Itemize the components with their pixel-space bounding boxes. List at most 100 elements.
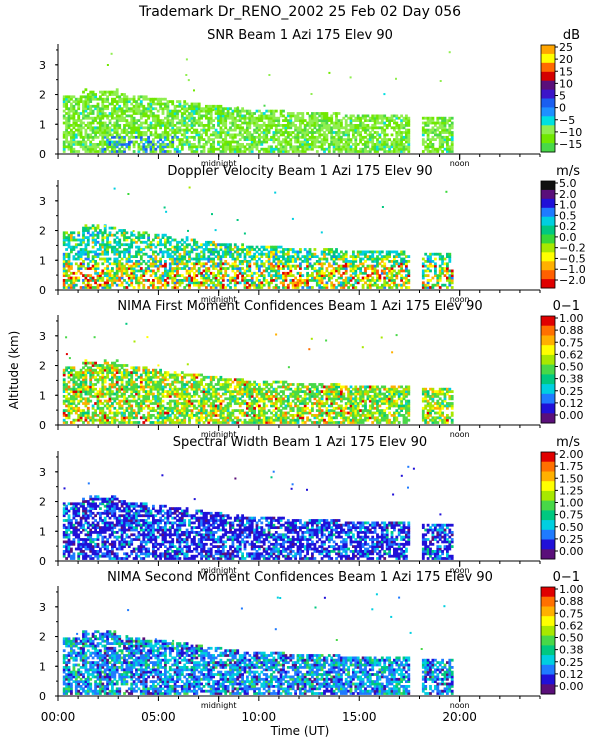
heatmap-cell	[272, 250, 276, 254]
heatmap-cell	[193, 145, 196, 149]
heatmap-cell	[127, 416, 131, 420]
heatmap-cell	[166, 133, 170, 137]
heatmap-cell	[352, 133, 355, 137]
heatmap-cell	[438, 252, 442, 256]
heatmap-cell	[303, 150, 307, 153]
heatmap-cell	[161, 97, 165, 101]
heatmap-cell	[390, 150, 394, 153]
heatmap-cell	[144, 126, 148, 130]
heatmap-cell	[103, 380, 107, 384]
heatmap-cell	[178, 283, 182, 287]
heatmap-cell	[188, 252, 191, 256]
heatmap-cell	[111, 373, 114, 377]
heatmap-cell	[89, 279, 93, 282]
heatmap-cell	[108, 286, 112, 289]
heatmap-cell	[376, 150, 379, 153]
heatmap-cell	[294, 126, 297, 130]
heatmap-cell	[154, 236, 158, 239]
heatmap-cell	[79, 250, 83, 254]
heatmap-cell	[361, 279, 365, 282]
heatmap-cell	[171, 250, 175, 254]
heatmap-cell	[91, 135, 95, 139]
heatmap-cell	[368, 126, 372, 130]
heatmap-cell	[327, 276, 331, 280]
heatmap-cell	[67, 100, 71, 103]
heatmap-cell	[205, 109, 208, 113]
heatmap-cell	[164, 126, 167, 130]
heatmap-cell	[106, 107, 109, 111]
heatmap-cell	[344, 119, 348, 122]
heatmap-cell	[226, 147, 230, 151]
heatmap-cell	[137, 286, 141, 289]
heatmap-cell	[443, 274, 447, 277]
heatmap-cell	[79, 383, 83, 386]
y-tick-label: 3	[39, 59, 46, 72]
heatmap-cell	[113, 104, 117, 108]
heatmap-cell	[183, 128, 187, 132]
heatmap-cell	[103, 286, 107, 289]
heatmap-cell	[448, 260, 452, 263]
heatmap-cell	[168, 124, 172, 127]
heatmap-cell	[171, 281, 175, 285]
heatmap-cell	[94, 119, 97, 122]
heatmap-cell	[149, 240, 153, 244]
heatmap-cell	[335, 140, 338, 144]
heatmap-cell	[347, 145, 350, 149]
heatmap-cell	[111, 133, 114, 137]
heatmap-cell	[149, 145, 153, 149]
heatmap-cell	[166, 248, 170, 251]
heatmap-cell	[166, 138, 170, 141]
heatmap-cell	[103, 133, 107, 137]
heatmap-cell	[224, 140, 228, 144]
heatmap-cell	[217, 264, 220, 268]
heatmap-cell	[320, 264, 324, 268]
heatmap-cell	[144, 231, 148, 235]
heatmap-cell	[424, 274, 428, 277]
heatmap-cell	[229, 250, 232, 254]
heatmap-cell	[77, 124, 81, 127]
heatmap-cell	[168, 248, 172, 251]
heatmap-cell	[152, 133, 155, 137]
colorbar-swatch	[541, 116, 555, 126]
heatmap-cell	[301, 150, 305, 153]
heatmap-cell	[238, 138, 242, 141]
heatmap-cell	[127, 107, 131, 111]
heatmap-cell	[111, 248, 114, 251]
heatmap-cell	[284, 138, 288, 141]
heatmap-cell	[154, 368, 158, 372]
heatmap-cell	[79, 418, 83, 422]
heatmap-cell	[200, 124, 203, 127]
heatmap-cell	[82, 140, 85, 144]
heatmap-cell	[441, 121, 444, 125]
heatmap-cell	[344, 257, 348, 261]
heatmap-cell	[373, 143, 377, 146]
heatmap-cell	[99, 279, 102, 282]
heatmap-cell	[390, 281, 394, 285]
heatmap-cell	[99, 390, 102, 393]
heatmap-cell	[99, 406, 102, 410]
heatmap-cell	[156, 121, 160, 125]
heatmap-cell	[91, 264, 95, 268]
heatmap-cell	[270, 264, 273, 268]
heatmap-cell	[344, 255, 348, 258]
heatmap-cell	[393, 281, 396, 285]
heatmap-cell	[231, 121, 235, 125]
heatmap-cell	[94, 252, 97, 256]
heatmap-cell	[241, 276, 244, 280]
heatmap-cell	[137, 233, 141, 237]
heatmap-cell	[438, 271, 442, 275]
heatmap-cell	[282, 119, 285, 122]
heatmap-cell	[72, 107, 76, 111]
heatmap-cell	[183, 121, 187, 125]
heatmap-cell	[441, 140, 444, 144]
heatmap-cell	[103, 283, 107, 287]
heatmap-cell	[438, 135, 442, 139]
heatmap-cell	[84, 390, 88, 393]
heatmap-cell	[77, 133, 81, 137]
heatmap-cell	[147, 368, 150, 372]
heatmap-cell	[438, 147, 442, 151]
heatmap-cell	[168, 119, 172, 122]
heatmap-cell	[115, 260, 119, 263]
heatmap-cell	[308, 126, 312, 130]
heatmap-cell	[168, 274, 172, 277]
